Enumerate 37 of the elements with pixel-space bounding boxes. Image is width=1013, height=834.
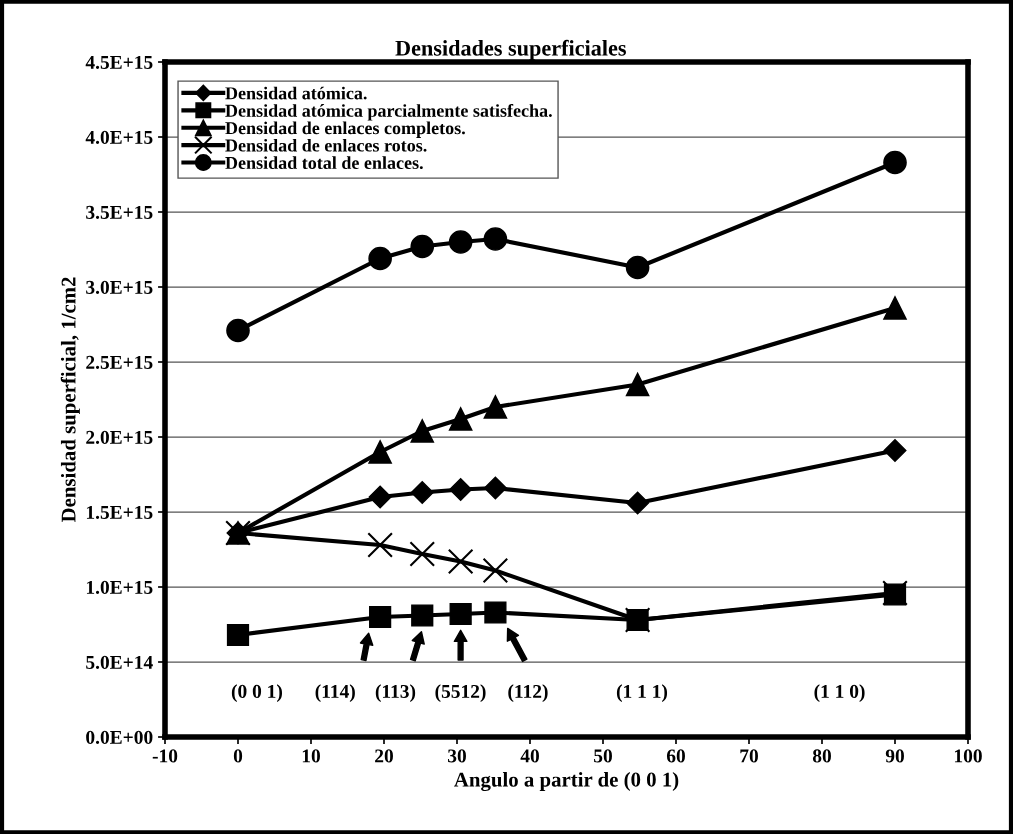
x-tick-label: 90 bbox=[885, 749, 904, 763]
legend-label: Densidad de enlaces completos. bbox=[225, 121, 465, 138]
legend-label: Densidad total de enlaces. bbox=[225, 156, 423, 170]
annotation: (114) bbox=[315, 684, 355, 702]
x-tick-label: 100 bbox=[954, 749, 982, 763]
x-tick-label: 70 bbox=[740, 749, 758, 763]
legend-label: Densidad de enlaces rotos. bbox=[225, 138, 427, 152]
legend-label: Densidad atómica parcialmente satisfecha. bbox=[225, 103, 552, 121]
y-tick-label: 2.5E+15 bbox=[86, 355, 153, 370]
y-tick-label: 4.5E+15 bbox=[85, 55, 153, 70]
x-tick-label: 20 bbox=[375, 749, 393, 763]
x-tick-label: 50 bbox=[594, 749, 612, 763]
y-tick-label: 5.0E+14 bbox=[86, 655, 153, 670]
x-tick-label: 30 bbox=[448, 749, 466, 763]
annotation: (0 0 1) bbox=[231, 684, 283, 702]
y-tick-label: 3.0E+15 bbox=[86, 280, 153, 295]
annotation: (1 1 0) bbox=[814, 684, 865, 702]
x-axis-title: Angulo a partir de (0 0 1) bbox=[454, 771, 679, 792]
y-tick-label: 0.0E+00 bbox=[86, 730, 153, 745]
annotation: (112) bbox=[508, 684, 548, 702]
annotation: (113) bbox=[375, 684, 416, 702]
y-tick-label: 1.5E+15 bbox=[86, 505, 153, 520]
annotation: (5512) bbox=[435, 684, 486, 702]
chart-title: Densidades superficiales bbox=[395, 39, 626, 61]
y-tick-label: 2.0E+15 bbox=[86, 430, 153, 445]
y-tick-label: 1.0E+15 bbox=[86, 580, 153, 595]
x-tick-label: 40 bbox=[520, 749, 539, 763]
y-axis-title: Densidad superficial, 1/cm2 bbox=[60, 277, 80, 523]
x-tick-label: 0 bbox=[233, 749, 243, 763]
legend-label: Densidad atómica. bbox=[225, 86, 367, 100]
y-tick-label: 4.0E+15 bbox=[85, 130, 153, 145]
x-tick-label: -10 bbox=[152, 749, 178, 763]
x-tick-label: 80 bbox=[812, 749, 831, 763]
x-tick-label: 10 bbox=[302, 749, 320, 763]
x-tick-label: 60 bbox=[666, 749, 685, 763]
y-tick-label: 3.5E+15 bbox=[86, 205, 153, 220]
annotation: (1 1 1) bbox=[616, 684, 668, 702]
